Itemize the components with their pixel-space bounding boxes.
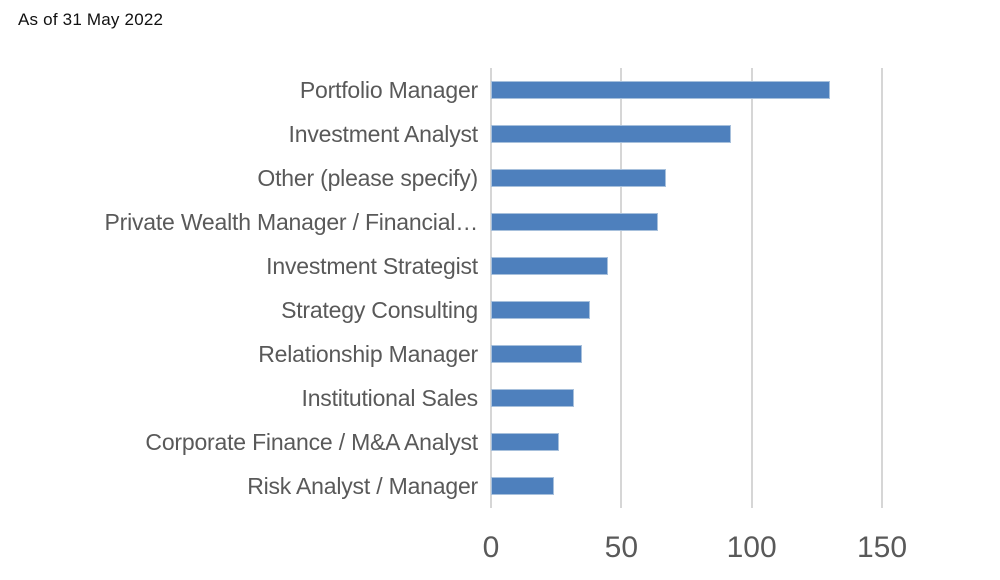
bar bbox=[491, 257, 609, 275]
bar-track bbox=[491, 112, 882, 156]
bar-track bbox=[491, 68, 882, 112]
bar bbox=[491, 125, 731, 143]
chart-row: Risk Analyst / Manager bbox=[0, 464, 882, 508]
chart-row: Portfolio Manager bbox=[0, 68, 882, 112]
gridline bbox=[881, 68, 883, 508]
bar bbox=[491, 433, 559, 451]
chart-rows: Portfolio Manager Investment Analyst Other… bbox=[0, 68, 882, 508]
page-title: As of 31 May 2022 bbox=[18, 10, 164, 29]
category-label: Private Wealth Manager / Financial… bbox=[104, 208, 478, 235]
gridlines bbox=[490, 68, 883, 508]
chart-row: Institutional Sales bbox=[0, 376, 882, 420]
category-label: Investment Strategist bbox=[266, 252, 478, 279]
bar bbox=[491, 345, 583, 363]
x-tick-label: 150 bbox=[856, 531, 908, 564]
gridline bbox=[620, 68, 623, 508]
category-label: Institutional Sales bbox=[301, 384, 479, 411]
category-label: Strategy Consulting bbox=[281, 296, 478, 323]
bar bbox=[491, 301, 591, 319]
bar-track bbox=[491, 200, 882, 244]
bar-track bbox=[491, 332, 882, 376]
chart-row: Relationship Manager bbox=[0, 332, 882, 376]
bar bbox=[491, 213, 658, 231]
gridline bbox=[490, 68, 492, 508]
category-label: Corporate Finance / M&A Analyst bbox=[145, 428, 478, 455]
bar-track bbox=[491, 464, 882, 508]
bar bbox=[491, 169, 666, 187]
bar-track bbox=[491, 244, 882, 288]
category-label: Relationship Manager bbox=[258, 340, 478, 367]
category-label: Investment Analyst bbox=[288, 120, 479, 147]
chart-row: Investment Analyst bbox=[0, 112, 882, 156]
bar-track bbox=[491, 156, 882, 200]
x-tick-label: 0 bbox=[482, 531, 500, 564]
bar bbox=[491, 81, 830, 99]
bar-track bbox=[491, 288, 882, 332]
gridline bbox=[750, 68, 753, 508]
chart-row: Private Wealth Manager / Financial… bbox=[0, 200, 882, 244]
category-label: Portfolio Manager bbox=[299, 76, 478, 103]
x-tick-label: 50 bbox=[604, 531, 639, 564]
x-axis: 0 50 100 150 bbox=[483, 523, 907, 568]
bar-chart: Portfolio Manager Investment Analyst Other… bbox=[0, 68, 1000, 568]
chart-row: Strategy Consulting bbox=[0, 288, 882, 332]
bar bbox=[491, 477, 554, 495]
bar bbox=[491, 389, 575, 407]
x-tick-label: 100 bbox=[726, 531, 777, 564]
chart-row: Investment Strategist bbox=[0, 244, 882, 288]
chart-row: Other (please specify) bbox=[0, 156, 882, 200]
bar-track bbox=[491, 420, 882, 464]
bar-track bbox=[491, 376, 882, 420]
category-label: Other (please specify) bbox=[257, 164, 478, 191]
category-label: Risk Analyst / Manager bbox=[247, 472, 478, 499]
chart-row: Corporate Finance / M&A Analyst bbox=[0, 420, 882, 464]
